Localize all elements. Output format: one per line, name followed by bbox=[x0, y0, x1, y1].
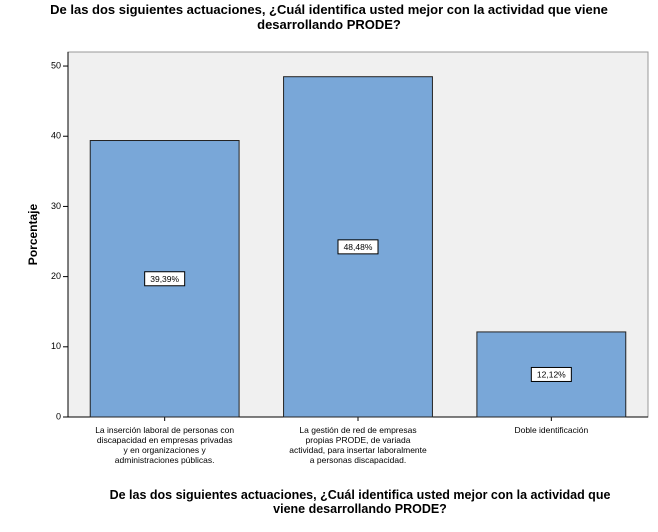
value-label-box bbox=[337, 239, 379, 255]
value-label: 48,48% bbox=[344, 242, 373, 252]
x-tick-label: La gestión de red de empresas propias PR… bbox=[289, 425, 427, 465]
value-label: 12,12% bbox=[537, 370, 566, 380]
x-axis-title: De las dos siguientes actuaciones, ¿Cuál… bbox=[109, 488, 611, 516]
x-tick-label: Doble identificación bbox=[514, 425, 589, 435]
value-label-box bbox=[144, 271, 186, 287]
chart-title: De las dos siguientes actuaciones, ¿Cuál… bbox=[50, 2, 608, 32]
y-axis-title: Porcentaje bbox=[26, 203, 40, 265]
y-tick-label: 50 bbox=[51, 60, 61, 70]
y-tick-label: 0 bbox=[56, 411, 61, 421]
y-tick-label: 20 bbox=[51, 271, 61, 281]
value-label-box bbox=[530, 366, 572, 382]
x-tick-label: La inserción laboral de personas con dis… bbox=[95, 425, 235, 465]
y-tick-label: 40 bbox=[51, 131, 61, 141]
value-label: 39,39% bbox=[150, 274, 179, 284]
y-tick-label: 10 bbox=[51, 341, 61, 351]
y-tick-label: 30 bbox=[51, 201, 61, 211]
